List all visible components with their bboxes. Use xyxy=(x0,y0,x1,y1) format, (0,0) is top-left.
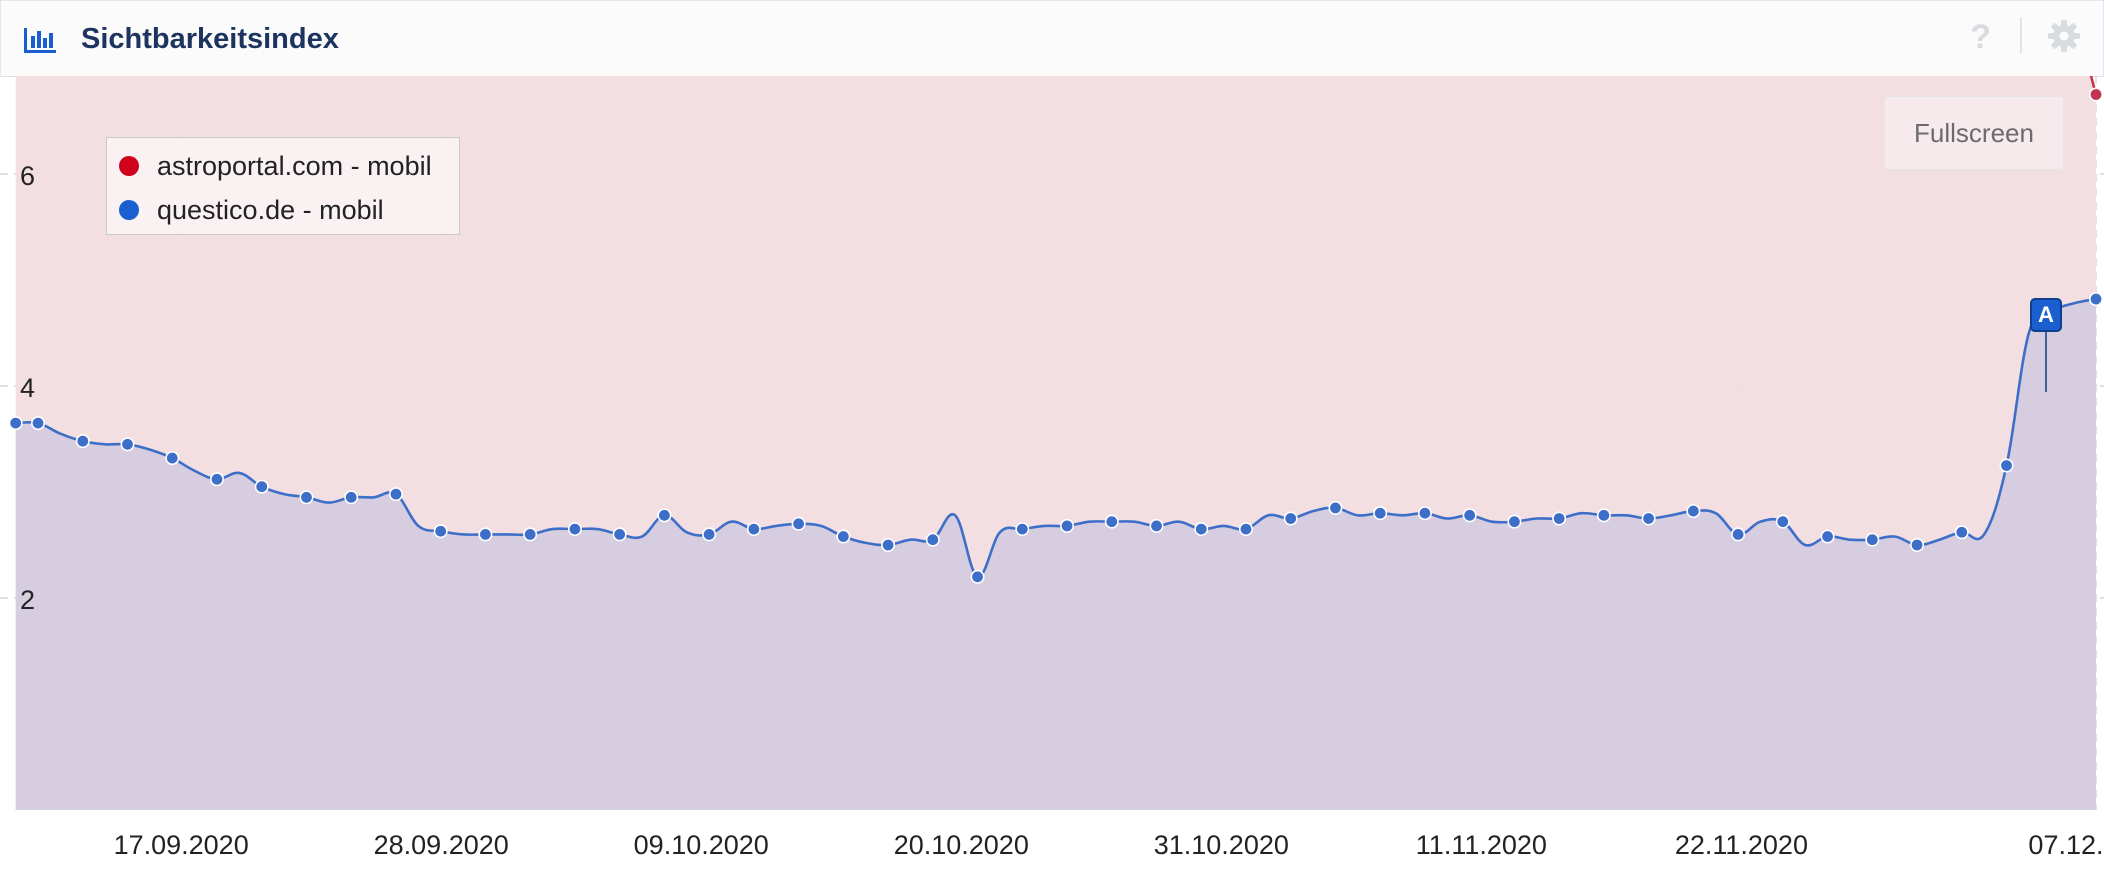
data-point-questico xyxy=(791,516,806,531)
data-point-questico xyxy=(1596,508,1611,523)
legend-item-questico[interactable]: questico.de - mobil xyxy=(119,192,384,228)
data-point-questico xyxy=(1820,529,1835,544)
data-point-questico xyxy=(120,437,135,452)
series-points xyxy=(8,87,2104,584)
data-point-questico xyxy=(344,490,359,505)
data-point-questico xyxy=(1238,522,1253,537)
data-point-questico xyxy=(746,522,761,537)
legend-item-astroportal[interactable]: astroportal.com - mobil xyxy=(119,148,432,184)
data-point-questico xyxy=(523,527,538,542)
x-tick-label: 28.09.2020 xyxy=(374,830,509,860)
data-point-questico xyxy=(1686,504,1701,519)
data-point-questico xyxy=(1149,518,1164,533)
y-tick-label: 6 xyxy=(20,161,35,191)
data-point-questico xyxy=(1194,522,1209,537)
data-point-questico xyxy=(433,524,448,539)
visibility-chart: 2468101217.09.202028.09.202009.10.202020… xyxy=(0,76,2104,860)
x-tick-label: 09.10.2020 xyxy=(634,830,769,860)
y-tick-label: 2 xyxy=(20,585,35,615)
data-point-questico xyxy=(1641,511,1656,526)
data-point-questico xyxy=(8,416,23,431)
data-point-questico xyxy=(1328,500,1343,515)
data-point-questico xyxy=(1775,514,1790,529)
data-point-questico xyxy=(1104,514,1119,529)
data-point-questico xyxy=(1552,511,1567,526)
data-point-questico xyxy=(75,434,90,449)
legend-marker xyxy=(119,200,139,220)
x-tick-label: 11.11.2020 xyxy=(1416,830,1547,860)
legend: astroportal.com - mobil questico.de - mo… xyxy=(106,137,460,235)
data-point-questico xyxy=(1910,537,1925,552)
data-point-questico xyxy=(1731,527,1746,542)
data-point-questico xyxy=(1507,514,1522,529)
axes: 2468101217.09.202028.09.202009.10.202020… xyxy=(20,161,2104,860)
header-divider xyxy=(2020,17,2022,53)
data-point-questico xyxy=(1060,518,1075,533)
bar-chart-icon xyxy=(24,28,56,53)
x-tick-label: 22.11.2020 xyxy=(1675,830,1808,860)
data-point-questico xyxy=(702,527,717,542)
data-point-questico xyxy=(970,569,985,584)
fullscreen-button[interactable]: Fullscreen xyxy=(1884,96,2064,170)
data-point-questico xyxy=(388,487,403,502)
x-tick-label: 17.09.2020 xyxy=(114,830,249,860)
data-point-questico xyxy=(1999,458,2014,473)
data-point-questico xyxy=(254,479,269,494)
data-point-questico xyxy=(881,537,896,552)
legend-label: astroportal.com - mobil xyxy=(157,150,432,181)
data-point-questico xyxy=(1283,511,1298,526)
data-point-questico xyxy=(925,532,940,547)
legend-marker xyxy=(119,156,139,176)
series-areas xyxy=(15,76,2097,810)
data-point-questico xyxy=(1373,506,1388,521)
data-point-questico xyxy=(567,522,582,537)
data-point-questico xyxy=(1954,525,1969,540)
data-point-questico xyxy=(1865,532,1880,547)
gear-icon[interactable] xyxy=(2047,19,2081,53)
area-questico xyxy=(15,299,2097,810)
x-tick-label: 20.10.2020 xyxy=(894,830,1029,860)
x-tick-label: 31.10.2020 xyxy=(1154,830,1289,860)
x-tick-label: 07.12.2020 xyxy=(2028,830,2104,860)
data-point-questico xyxy=(1462,508,1477,523)
legend-label: questico.de - mobil xyxy=(157,194,384,225)
help-icon[interactable]: ? xyxy=(1970,18,1991,56)
data-point-questico xyxy=(836,529,851,544)
data-point-questico xyxy=(612,527,627,542)
data-point-questico xyxy=(1417,506,1432,521)
y-tick-label: 4 xyxy=(20,373,35,403)
data-point-questico xyxy=(299,490,314,505)
data-point-questico xyxy=(165,451,180,466)
widget-header: Sichtbarkeitsindex ? xyxy=(0,0,2104,77)
data-point-questico xyxy=(2089,292,2104,307)
data-point-questico xyxy=(210,472,225,487)
data-point-questico xyxy=(31,416,46,431)
data-point-astroportal xyxy=(2089,87,2104,102)
data-point-questico xyxy=(657,508,672,523)
widget-title: Sichtbarkeitsindex xyxy=(81,23,339,55)
data-point-questico xyxy=(1015,522,1030,537)
data-point-questico xyxy=(478,527,493,542)
annotation-marker[interactable]: A xyxy=(2030,298,2062,332)
